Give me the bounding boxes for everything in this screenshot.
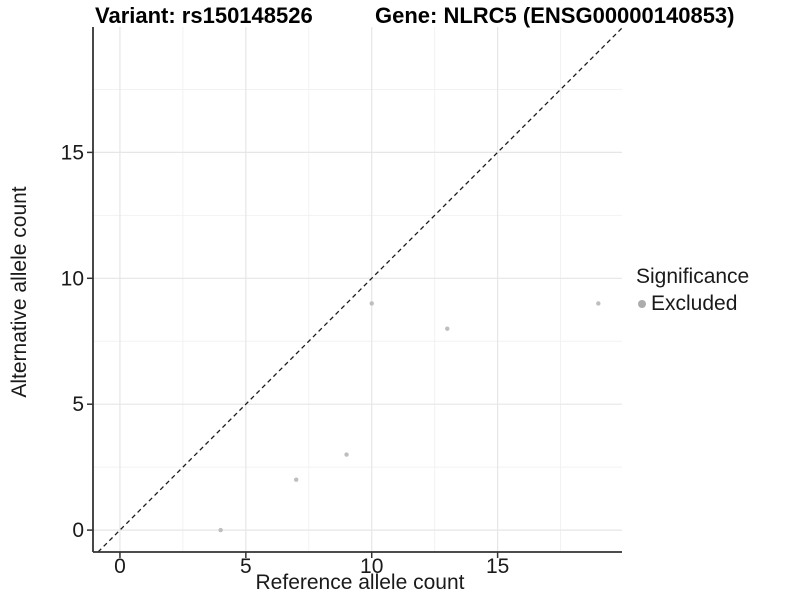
- data-point: [344, 452, 349, 457]
- data-point: [369, 301, 374, 306]
- y-tick-label: 10: [61, 267, 84, 290]
- data-point: [445, 326, 450, 331]
- y-tick-label: 5: [72, 393, 84, 416]
- data-point: [218, 527, 223, 533]
- x-axis-title: Reference allele count: [255, 571, 465, 594]
- legend: Significance Excluded: [636, 265, 749, 316]
- plot-title-gene: Gene: NLRC5 (ENSG00000140853): [375, 3, 735, 28]
- data-point: [293, 477, 299, 482]
- legend-entry-label: Excluded: [651, 292, 738, 315]
- legend-key-dot-icon: [638, 300, 646, 308]
- y-axis-title: Alternative allele count: [8, 186, 31, 398]
- plot-title-variant: Variant: rs150148526: [95, 3, 313, 28]
- x-tick-label: 5: [240, 555, 252, 578]
- x-tick-label: 15: [486, 555, 509, 578]
- y-tick-label: 15: [61, 141, 84, 164]
- legend-entry-excluded: Excluded: [638, 292, 749, 316]
- x-tick-label: 10: [360, 555, 383, 578]
- legend-title: Significance: [636, 265, 750, 288]
- y-tick-label: 0: [72, 519, 84, 542]
- data-point: [596, 301, 601, 306]
- identity-line: [97, 27, 623, 553]
- x-tick-label: 0: [114, 555, 126, 578]
